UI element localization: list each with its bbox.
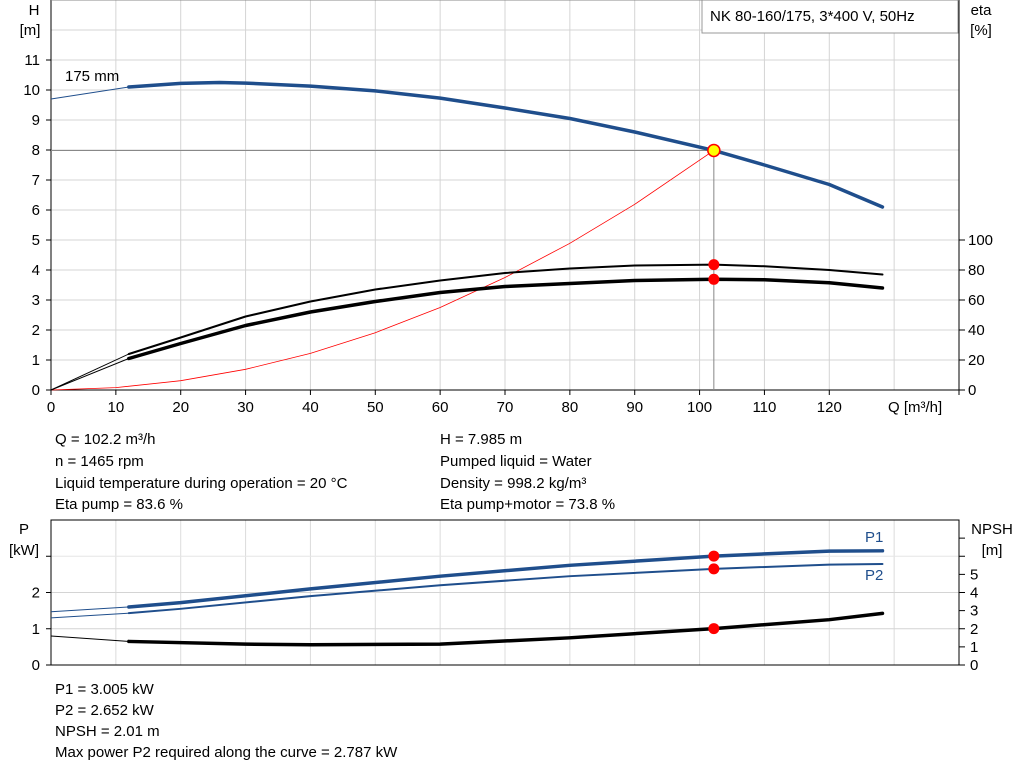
x-tick-label: 110 bbox=[752, 399, 776, 416]
x-tick-label: 50 bbox=[367, 399, 384, 416]
q-axis-label: Q [m³/h] bbox=[888, 399, 942, 416]
system-curve bbox=[50, 150, 715, 391]
npsh-axis-label: NPSH bbox=[971, 521, 1013, 538]
info-max-power: Max power P2 required along the curve = … bbox=[55, 744, 398, 761]
info-p2: P2 = 2.652 kW bbox=[55, 702, 154, 719]
y-tick-label: 3 bbox=[32, 292, 40, 309]
info-p1: P1 = 3.005 kW bbox=[55, 681, 154, 698]
npsh-curve bbox=[127, 611, 885, 647]
p-tick-label: 2 bbox=[32, 585, 40, 602]
eta-pump-motor-curve bbox=[127, 277, 885, 361]
info-pumped-liquid: Pumped liquid = Water bbox=[440, 453, 592, 470]
npsh-tick-label: 2 bbox=[970, 621, 978, 638]
npsh-tick-label: 4 bbox=[970, 585, 978, 602]
eta-pump-curve bbox=[127, 263, 884, 355]
head-curve-extension bbox=[50, 86, 129, 100]
x-tick-label: 20 bbox=[172, 399, 189, 416]
eta-axis-unit: [%] bbox=[970, 22, 992, 39]
x-tick-label: 70 bbox=[497, 399, 514, 416]
p1-series-label: P1 bbox=[865, 529, 883, 546]
eta-tick-label: 80 bbox=[968, 262, 985, 279]
p2-series-label: P2 bbox=[865, 567, 883, 584]
p2-curve bbox=[127, 562, 884, 615]
p1-curve bbox=[127, 549, 885, 609]
y-tick-label: 8 bbox=[32, 142, 40, 159]
h-axis-unit: [m] bbox=[20, 22, 41, 39]
y-tick-label: 4 bbox=[32, 262, 40, 279]
y-tick-label: 0 bbox=[32, 382, 40, 399]
x-tick-label: 120 bbox=[817, 399, 842, 416]
x-tick-label: 10 bbox=[108, 399, 125, 416]
y-tick-label: 1 bbox=[32, 352, 40, 369]
npsh-axis-unit: [m] bbox=[982, 542, 1003, 559]
info-npsh: NPSH = 2.01 m bbox=[55, 723, 160, 740]
eta-axis-label: eta bbox=[971, 2, 993, 19]
x-tick-label: 0 bbox=[47, 399, 55, 416]
info-eta-pump: Eta pump = 83.6 % bbox=[55, 496, 183, 513]
title-box bbox=[701, 0, 959, 34]
h-axis-label: H bbox=[29, 2, 40, 19]
info-eta-pump-motor: Eta pump+motor = 73.8 % bbox=[440, 496, 616, 513]
x-tick-label: 60 bbox=[432, 399, 449, 416]
eta-pump-curve-extension bbox=[50, 353, 130, 391]
info-speed: n = 1465 rpm bbox=[55, 453, 144, 470]
p2-curve-extension bbox=[50, 612, 129, 619]
eta-tick-label: 100 bbox=[968, 232, 993, 249]
y-tick-label: 2 bbox=[32, 322, 40, 339]
operating-point-marker bbox=[707, 143, 721, 158]
x-tick-label: 30 bbox=[237, 399, 254, 416]
p2-point bbox=[708, 563, 720, 575]
eta-tick-label: 20 bbox=[968, 352, 985, 369]
eta-pump-motor-point bbox=[708, 273, 720, 285]
npsh-tick-label: 3 bbox=[970, 603, 978, 620]
npsh-tick-label: 1 bbox=[970, 639, 978, 656]
chart-title: NK 80-160/175, 3*400 V, 50Hz bbox=[710, 8, 915, 25]
impeller-diameter-label: 175 mm bbox=[65, 68, 119, 85]
eta-pump-motor-curve-extension bbox=[50, 358, 130, 391]
npsh-curve-extension bbox=[50, 635, 129, 642]
info-flow: Q = 102.2 m³/h bbox=[55, 431, 156, 448]
y-tick-label: 11 bbox=[24, 52, 40, 69]
p1-curve-extension bbox=[50, 606, 129, 613]
p-axis-label: P bbox=[19, 521, 29, 538]
x-tick-label: 40 bbox=[302, 399, 319, 416]
info-head: H = 7.985 m bbox=[440, 431, 523, 448]
npsh-point bbox=[708, 623, 720, 635]
info-liquid-temp: Liquid temperature during operation = 20… bbox=[55, 475, 348, 492]
p-axis-unit: [kW] bbox=[9, 542, 39, 559]
x-tick-label: 90 bbox=[626, 399, 643, 416]
y-tick-label: 6 bbox=[32, 202, 40, 219]
eta-tick-label: 60 bbox=[968, 292, 985, 309]
y-tick-label: 9 bbox=[32, 112, 40, 129]
p1-point bbox=[708, 550, 720, 562]
eta-tick-label: 40 bbox=[968, 322, 985, 339]
p-tick-label: 1 bbox=[32, 621, 40, 638]
head-curve bbox=[127, 80, 885, 209]
info-density: Density = 998.2 kg/m³ bbox=[440, 475, 587, 492]
x-tick-label: 80 bbox=[562, 399, 579, 416]
eta-pump-point bbox=[708, 259, 720, 271]
y-tick-label: 10 bbox=[23, 82, 40, 99]
npsh-tick-label: 5 bbox=[970, 566, 978, 583]
eta-tick-label: 0 bbox=[968, 382, 976, 399]
x-tick-label: 100 bbox=[687, 399, 712, 416]
p-tick-label: 0 bbox=[32, 657, 40, 674]
y-tick-label: 7 bbox=[32, 172, 40, 189]
y-tick-label: 5 bbox=[32, 232, 40, 249]
npsh-tick-label: 0 bbox=[970, 657, 978, 674]
